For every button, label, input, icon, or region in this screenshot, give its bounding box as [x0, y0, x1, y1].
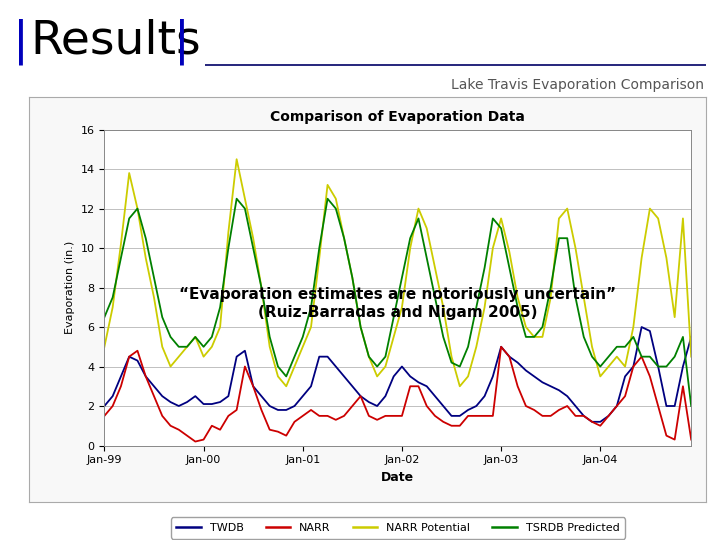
Text: Results: Results — [30, 19, 201, 64]
NARR Potential — [513, 294, 522, 301]
Text: Lake Travis Evaporation Comparison: Lake Travis Evaporation Comparison — [451, 78, 704, 92]
Line: NARR Potential: NARR Potential — [104, 159, 691, 386]
NARR — [100, 413, 109, 419]
Line: TWDB: TWDB — [104, 327, 691, 422]
NARR Potential — [489, 245, 498, 251]
TWDB — [100, 403, 109, 409]
TWDB — [183, 399, 192, 406]
TSRDB Predicted — [480, 265, 489, 271]
NARR Potential — [282, 383, 291, 389]
TSRDB Predicted — [307, 304, 315, 310]
X-axis label: Date: Date — [381, 471, 415, 484]
NARR Potential — [233, 156, 241, 163]
Y-axis label: Evaporation (in.): Evaporation (in.) — [65, 241, 75, 334]
NARR — [654, 403, 662, 409]
Title: Comparison of Evaporation Data: Comparison of Evaporation Data — [271, 110, 525, 124]
NARR — [497, 343, 505, 350]
TSRDB Predicted — [687, 403, 696, 409]
TWDB — [497, 343, 505, 350]
NARR Potential — [447, 353, 456, 360]
TWDB — [472, 403, 481, 409]
NARR — [191, 438, 199, 445]
Text: “Evaporation estimates are notoriously uncertain”
(Ruiz-Barradas and Nigam 2005): “Evaporation estimates are notoriously u… — [179, 287, 616, 320]
NARR — [480, 413, 489, 419]
TSRDB Predicted — [183, 343, 192, 350]
NARR Potential — [315, 255, 323, 261]
Text: |: | — [13, 19, 29, 65]
NARR Potential — [687, 353, 696, 360]
NARR — [183, 433, 192, 439]
TWDB — [431, 393, 439, 400]
TSRDB Predicted — [233, 195, 241, 202]
NARR — [307, 407, 315, 413]
NARR — [687, 436, 696, 443]
Text: |: | — [174, 19, 190, 65]
NARR Potential — [183, 343, 192, 350]
TSRDB Predicted — [505, 265, 513, 271]
TSRDB Predicted — [439, 334, 448, 340]
NARR — [439, 418, 448, 425]
TWDB — [298, 393, 307, 400]
TSRDB Predicted — [249, 245, 258, 251]
TWDB — [637, 324, 646, 330]
Line: TSRDB Predicted: TSRDB Predicted — [104, 199, 691, 406]
TWDB — [654, 363, 662, 370]
Line: NARR: NARR — [104, 347, 691, 442]
TWDB — [687, 334, 696, 340]
Legend: TWDB, NARR, NARR Potential, TSRDB Predicted: TWDB, NARR, NARR Potential, TSRDB Predic… — [171, 517, 625, 538]
NARR Potential — [100, 343, 109, 350]
NARR — [513, 383, 522, 389]
NARR Potential — [654, 215, 662, 222]
TWDB — [588, 418, 596, 425]
TSRDB Predicted — [100, 314, 109, 320]
